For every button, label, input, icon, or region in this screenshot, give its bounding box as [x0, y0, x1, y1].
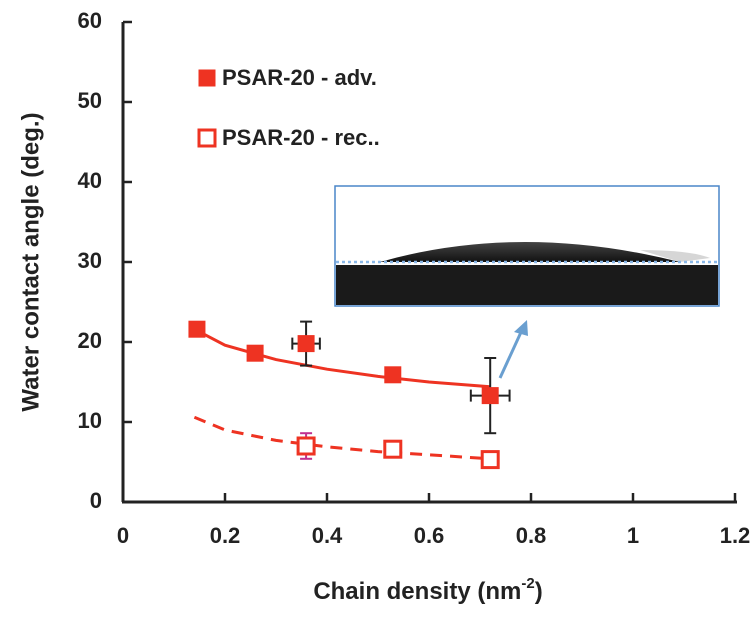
- x-tick-label: 0: [117, 523, 129, 548]
- y-tick-label: 50: [78, 88, 102, 113]
- x-axis-title: Chain density (nm-2): [313, 575, 542, 605]
- x-tick-label: 1: [627, 523, 639, 548]
- x-title-sup: -2: [521, 575, 534, 592]
- legend-marker: [198, 69, 216, 87]
- legend-marker: [197, 128, 217, 148]
- y-tick-label: 40: [78, 168, 102, 193]
- x-tick-label: 0.4: [312, 523, 343, 548]
- y-tick-label: 60: [78, 8, 102, 33]
- y-axis-title: Water contact angle (deg.): [17, 112, 44, 411]
- point: [246, 344, 264, 362]
- fit-line: [193, 327, 491, 389]
- fit-line: [193, 415, 491, 461]
- x-tick-label: 1.2: [720, 523, 751, 548]
- x-tick-label: 0.8: [516, 523, 547, 548]
- y-tick-label: 20: [78, 328, 102, 353]
- point: [296, 436, 316, 456]
- y-tick-label: 30: [78, 248, 102, 273]
- x-tick-label: 0.2: [210, 523, 241, 548]
- point: [480, 450, 500, 470]
- x-title-end: ): [535, 578, 543, 605]
- point: [297, 335, 315, 353]
- point: [384, 366, 402, 384]
- legend-label: PSAR-20 - adv.: [222, 65, 377, 90]
- x-tick-label: 0.6: [414, 523, 445, 548]
- legend-label: PSAR-20 - rec..: [222, 125, 380, 150]
- point: [188, 320, 206, 338]
- inset-image: [334, 185, 720, 307]
- point: [383, 439, 403, 459]
- inset-arrow: [498, 320, 528, 379]
- y-tick-label: 0: [90, 488, 102, 513]
- x-title-text: Chain density (nm: [313, 578, 521, 605]
- point: [481, 387, 499, 405]
- y-tick-label: 10: [78, 408, 102, 433]
